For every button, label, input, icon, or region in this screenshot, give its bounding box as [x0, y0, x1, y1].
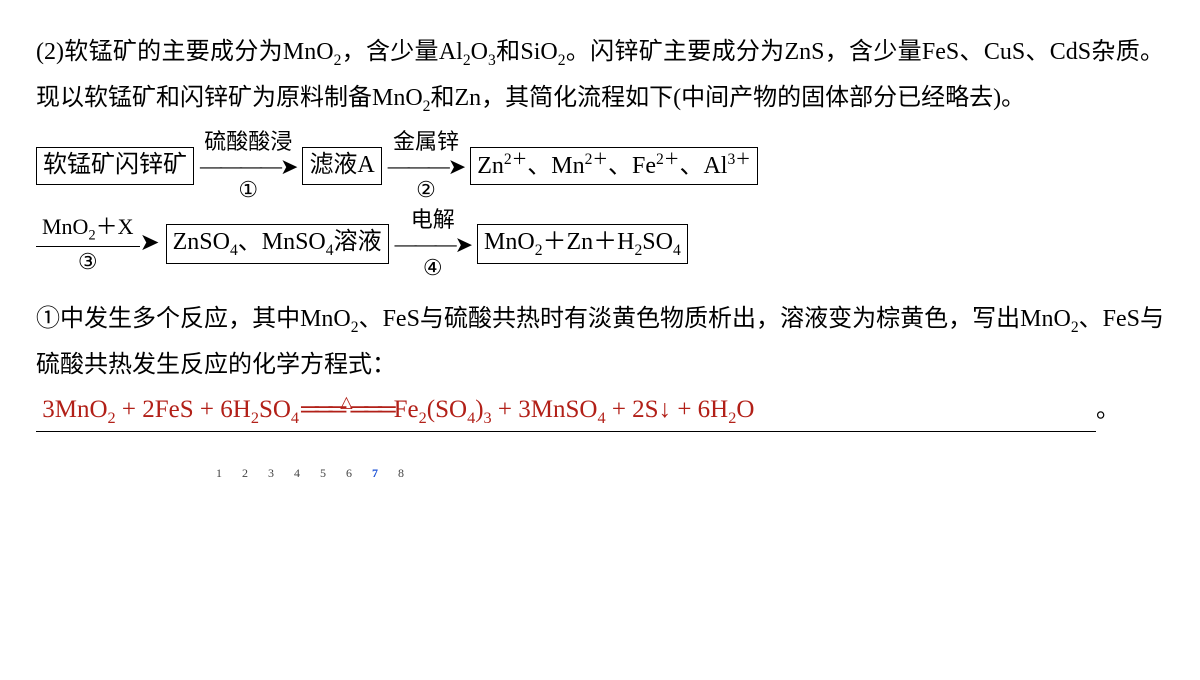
qf2: MnO2 [1020, 306, 1078, 332]
f4: MnO2 [372, 85, 430, 111]
flow-arrow-4: 电解 ———➤ ④ [395, 209, 471, 279]
flow-box-5: MnO2＋Zn＋H2SO4 [477, 224, 688, 264]
answer-row: 3MnO2 + 2FeS + 6H2SO4═══△═══Fe2(SO4)3 + … [36, 388, 1164, 434]
t3: 和 [496, 39, 521, 65]
t1: 软锰矿的主要成分为 [64, 39, 283, 65]
arrow3-head: ➤ [140, 221, 160, 267]
answer-underline: 3MnO2 + 2FeS + 6H2SO4═══△═══Fe2(SO4)3 + … [36, 391, 1096, 431]
flow-box-1: 软锰矿闪锌矿 [36, 147, 194, 185]
pager-page[interactable]: 6 [346, 466, 372, 480]
pager-page[interactable]: 3 [268, 466, 294, 480]
question-paragraph: ①中发生多个反应，其中MnO2、FeS与硫酸共热时有淡黄色物质析出，溶液变为棕黄… [36, 297, 1164, 388]
flow-box-4: ZnSO4、MnSO4溶液 [166, 224, 389, 264]
qt1: ①中发生多个反应，其中 [36, 306, 300, 332]
flow-arrow-1: 硫酸酸浸 ————➤ ① [200, 131, 296, 201]
qt3: 溶液变为棕黄色，写出 [780, 306, 1020, 332]
answer-equation: 3MnO2 + 2FeS + 6H2SO4═══△═══Fe2(SO4)3 + … [36, 396, 754, 423]
f1: MnO2 [283, 39, 341, 65]
prefix: (2) [36, 39, 64, 65]
problem-paragraph: (2)软锰矿的主要成分为MnO2，含少量Al2O3和SiO2。闪锌矿主要成分为Z… [36, 30, 1164, 121]
pager-page[interactable]: 2 [242, 466, 268, 480]
flow-arrow-3-frac: MnO2＋X ③ [36, 214, 140, 274]
pager-page[interactable]: 8 [398, 466, 424, 480]
pager-page-current[interactable]: 7 [372, 466, 398, 480]
pager-page[interactable]: 5 [320, 466, 346, 480]
qf1: MnO2 [300, 306, 358, 332]
flowchart-row2: MnO2＋X ③ ➤ ZnSO4、MnSO4溶液 电解 ———➤ ④ MnO2＋… [36, 209, 1164, 279]
final-period: 。 [1096, 397, 1120, 423]
qt2: 、FeS与硫酸共热时有淡黄色物质析出， [359, 306, 781, 332]
flow-arrow-2: 金属锌 ———➤ ② [388, 131, 464, 201]
t4: 。闪锌矿主要成分为 [566, 39, 785, 65]
pager-page[interactable]: 4 [294, 466, 320, 480]
f2: Al2O3 [439, 39, 496, 65]
flow-box-2: 滤液A [302, 147, 381, 185]
f3: SiO2 [520, 39, 565, 65]
pager-page[interactable]: 1 [216, 466, 242, 480]
t6: 和Zn，其简化流程如下(中间产物的固体部分已经略去)。 [430, 85, 1025, 111]
flow-box-3: Zn2＋、Mn2＋、Fe2＋、Al3＋ [470, 147, 758, 186]
t2: ，含少量 [341, 39, 438, 65]
page-indicator: 12345678 [216, 462, 1164, 485]
flowchart-row1: 软锰矿闪锌矿 硫酸酸浸 ————➤ ① 滤液A 金属锌 ———➤ ② Zn2＋、… [36, 131, 1164, 201]
